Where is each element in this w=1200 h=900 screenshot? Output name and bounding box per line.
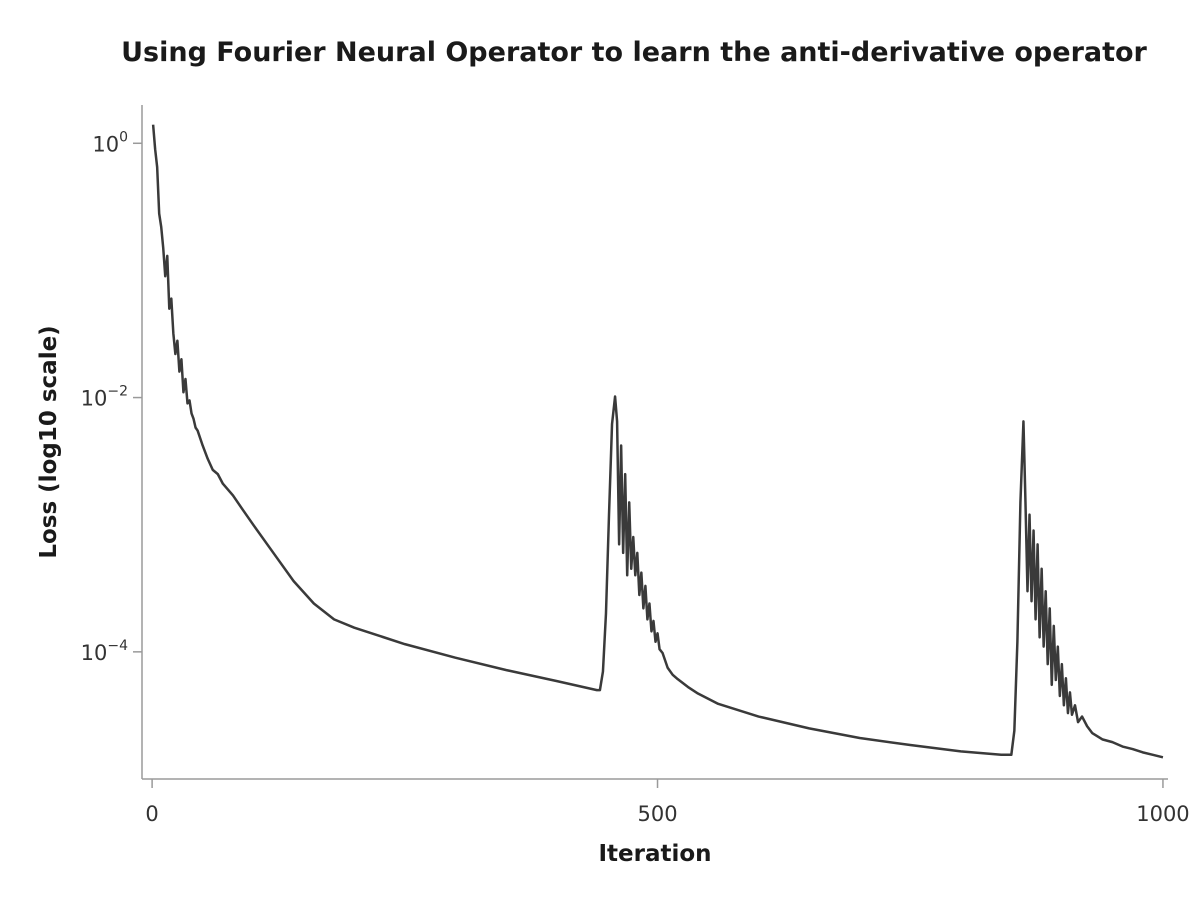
x-tick-label: 500	[637, 802, 677, 826]
y-tick-label: 10−4	[81, 638, 128, 665]
y-axis-label: Loss (log10 scale)	[36, 325, 62, 558]
x-axis-label: Iteration	[598, 841, 711, 867]
y-tick-label: 100	[92, 129, 128, 156]
y-tick-base: 10	[92, 132, 119, 156]
y-tick-exponent: −4	[107, 638, 128, 654]
y-tick-exponent: −2	[107, 384, 128, 400]
y-tick-base: 10	[81, 641, 108, 665]
loss-series-line	[151, 124, 1164, 759]
x-tick-label: 1000	[1136, 802, 1189, 826]
x-axis-ticks: 0 500 1000	[145, 779, 1190, 826]
y-tick-exponent: 0	[119, 129, 128, 145]
y-tick-label: 10−2	[81, 384, 128, 411]
x-tick-label: 0	[145, 802, 158, 826]
y-tick-base: 10	[81, 387, 108, 411]
chart-title: Using Fourier Neural Operator to learn t…	[121, 37, 1147, 68]
